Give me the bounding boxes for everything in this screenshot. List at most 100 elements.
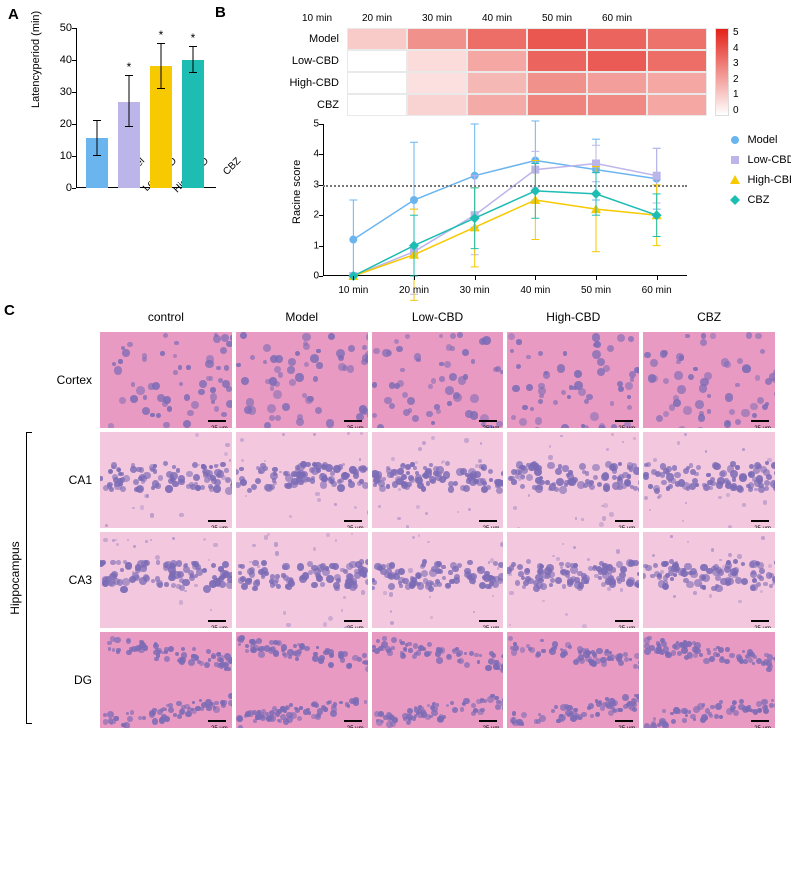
heatmap-cell	[587, 72, 647, 94]
heatmap-cell	[647, 94, 707, 116]
histology-image	[372, 632, 504, 728]
histology-row-label: CA3	[42, 532, 96, 628]
reference-line	[323, 185, 687, 187]
significance-marker: *	[127, 60, 132, 74]
histology-col-header: CBZ	[643, 310, 775, 328]
legend-label: CBZ	[747, 194, 769, 206]
line-chart: Racine score ModelLow-CBDHigh-CBDCBZ 012…	[287, 124, 687, 304]
scale-bar	[615, 520, 633, 522]
histology-col-header: control	[100, 310, 232, 328]
histology-image	[372, 332, 504, 428]
histology-row-label: Cortex	[42, 332, 96, 428]
heatmap-cell	[347, 94, 407, 116]
heatmap-legend-tick: 4	[733, 44, 739, 54]
bar-ytick-label: 40	[60, 54, 72, 66]
line-ytick-label: 0	[313, 271, 319, 282]
line-ytick-label: 3	[313, 179, 319, 190]
histology-image	[100, 632, 232, 728]
heatmap-cell	[467, 50, 527, 72]
histology-col-header: Model	[236, 310, 368, 328]
heatmap-cell	[407, 28, 467, 50]
bar-ytick-label: 0	[66, 182, 72, 194]
line-xtick-label: 60 min	[642, 285, 672, 296]
heatmap-row-label: Low-CBD	[281, 50, 343, 72]
line-ytick-label: 2	[313, 210, 319, 221]
heatmap-legend-tick: 3	[733, 59, 739, 69]
scale-bar	[344, 520, 362, 522]
histology-image	[236, 432, 368, 528]
bar-y-axis	[76, 28, 77, 188]
heatmap-cell	[407, 72, 467, 94]
histology-image	[507, 532, 639, 628]
figure-root: A Latencyperiod (min) 01020304050Model*L…	[0, 0, 791, 738]
bar-y-title: Latencyperiod (min)	[30, 11, 42, 108]
legend-label: Model	[747, 134, 777, 146]
heatmap-row-label: High-CBD	[281, 72, 343, 94]
scale-bar	[751, 420, 769, 422]
row-ab: A Latencyperiod (min) 01020304050Model*L…	[0, 0, 791, 304]
hippocampus-label: Hippocampus	[8, 541, 22, 614]
panel-c: C controlModelLow-CBDHigh-CBDCBZCortexCA…	[0, 304, 791, 738]
line-xtick-label: 40 min	[520, 285, 550, 296]
histology-image	[100, 532, 232, 628]
scale-bar	[479, 520, 497, 522]
bar-ytick-label: 30	[60, 86, 72, 98]
significance-marker: *	[159, 28, 164, 42]
line-ytick-label: 1	[313, 240, 319, 251]
bar	[182, 60, 204, 188]
scale-bar	[479, 620, 497, 622]
line-legend: ModelLow-CBDHigh-CBDCBZ	[729, 134, 791, 206]
scale-bar	[479, 420, 497, 422]
heatmap-cell	[407, 50, 467, 72]
heatmap-row-labels: ModelLow-CBDHigh-CBDCBZ	[281, 28, 343, 116]
heatmap: ModelLow-CBDHigh-CBDCBZ 543210	[281, 28, 785, 116]
line-xtick-label: 20 min	[399, 285, 429, 296]
histology-col-header: Low-CBD	[372, 310, 504, 328]
scale-bar	[751, 520, 769, 522]
bar-ytick-label: 50	[60, 22, 72, 34]
scale-bar	[615, 620, 633, 622]
scale-bar	[479, 720, 497, 722]
heatmap-legend-tick: 0	[733, 106, 739, 116]
line-plot-svg	[323, 124, 687, 276]
heatmap-row-label: Model	[281, 28, 343, 50]
legend-item: High-CBD	[729, 174, 791, 186]
heatmap-cell	[647, 72, 707, 94]
line-xtick-label: 10 min	[338, 285, 368, 296]
panel-b: B 10 min20 min30 min40 min50 min60 min M…	[221, 6, 785, 304]
heatmap-legend-tick: 5	[733, 28, 739, 38]
heatmap-cell	[527, 28, 587, 50]
panel-b-label: B	[215, 4, 226, 21]
significance-marker: *	[191, 31, 196, 45]
heatmap-col-label: 10 min	[287, 10, 347, 28]
histology-col-header: High-CBD	[507, 310, 639, 328]
heatmap-cell	[647, 50, 707, 72]
heatmap-legend-tick: 2	[733, 75, 739, 85]
histology-image	[100, 432, 232, 528]
scale-bar	[208, 520, 226, 522]
heatmap-legend-bar	[715, 28, 729, 116]
bar-chart: Latencyperiod (min) 01020304050Model*Low…	[36, 28, 216, 208]
scale-bar	[208, 620, 226, 622]
line-xtick-label: 30 min	[460, 285, 490, 296]
scale-bar	[208, 420, 226, 422]
heatmap-legend: 543210	[715, 28, 739, 116]
heatmap-cell	[647, 28, 707, 50]
line-y-title: Racine score	[291, 160, 303, 224]
histology-image	[507, 432, 639, 528]
heatmap-cell	[347, 50, 407, 72]
panel-a-label: A	[8, 6, 19, 23]
scale-bar	[751, 720, 769, 722]
histology-image	[643, 532, 775, 628]
heatmap-col-label: 30 min	[407, 10, 467, 28]
legend-item: CBZ	[729, 194, 791, 206]
bar-ytick-label: 20	[60, 118, 72, 130]
histology-image	[100, 332, 232, 428]
histology-grid: controlModelLow-CBDHigh-CBDCBZCortexCA1C…	[42, 310, 775, 728]
heatmap-col-label: 60 min	[587, 10, 647, 28]
heatmap-cell	[587, 94, 647, 116]
scale-bar	[615, 420, 633, 422]
scale-bar	[208, 720, 226, 722]
heatmap-cell	[587, 50, 647, 72]
hippocampus-brace: Hippocampus	[20, 432, 32, 724]
